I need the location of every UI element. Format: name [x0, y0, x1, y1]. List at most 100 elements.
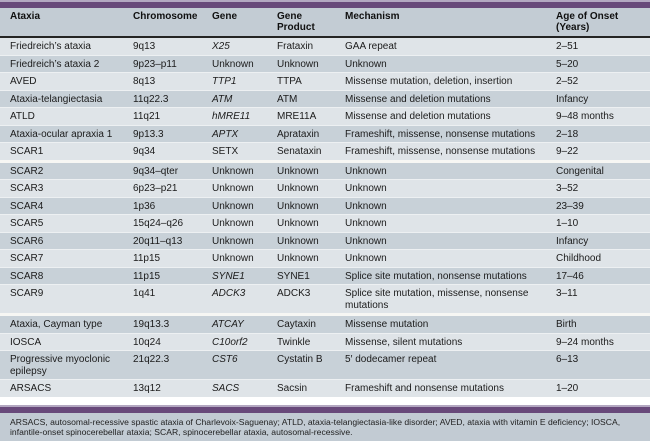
cell-mechanism: Unknown [345, 54, 556, 73]
cell-chromosome: 1p36 [133, 196, 212, 215]
table-row: SCAR3 6p23–p21 Unknown Unknown Unknown 3… [0, 179, 650, 197]
column-header-gene: Gene [212, 8, 277, 38]
cell-age-of-onset: 6–13 [556, 350, 650, 380]
table-row: Friedreich’s ataxia 2 9p23–p11 Unknown U… [0, 54, 650, 73]
cell-ataxia: SCAR1 [0, 142, 133, 161]
cell-ataxia: Progressive myoclonic epilepsy [0, 350, 133, 380]
cell-age-of-onset: 9–22 [556, 142, 650, 161]
cell-gene: Unknown [212, 214, 277, 232]
table-header: Ataxia Chromosome Gene Gene Product Mech… [0, 8, 650, 38]
cell-age-of-onset: Congenital [556, 159, 650, 180]
cell-mechanism: Missense mutation [345, 313, 556, 333]
cell-gene-product: MRE11A [277, 107, 345, 125]
cell-ataxia: Ataxia, Cayman type [0, 313, 133, 333]
cell-age-of-onset: 17–46 [556, 266, 650, 285]
cell-mechanism: GAA repeat [345, 37, 556, 55]
cell-gene: Unknown [212, 179, 277, 197]
cell-chromosome: 9q34 [133, 142, 212, 161]
cell-gene: hMRE11 [212, 107, 277, 125]
cell-gene-product: Unknown [277, 54, 345, 73]
cell-mechanism: Unknown [345, 159, 556, 180]
cell-chromosome: 11q22.3 [133, 89, 212, 108]
cell-gene-product: SYNE1 [277, 266, 345, 285]
cell-age-of-onset: 3–52 [556, 179, 650, 197]
cell-chromosome: 11q21 [133, 107, 212, 125]
cell-chromosome: 10q24 [133, 332, 212, 351]
cell-age-of-onset: 2–52 [556, 72, 650, 90]
cell-gene-product: Aprataxin [277, 124, 345, 143]
cell-gene-product: Twinkle [277, 332, 345, 351]
table-row: AVED 8q13 TTP1 TTPA Missense mutation, d… [0, 72, 650, 90]
cell-ataxia: AVED [0, 72, 133, 90]
cell-age-of-onset: Infancy [556, 89, 650, 108]
cell-gene: TTP1 [212, 72, 277, 90]
footnote: ARSACS, autosomal-recessive spastic atax… [10, 417, 621, 437]
cell-gene-product: Caytaxin [277, 313, 345, 333]
cell-age-of-onset: Birth [556, 313, 650, 333]
cell-chromosome: 1q41 [133, 284, 212, 315]
cell-age-of-onset: 23–39 [556, 196, 650, 215]
table-row: Ataxia-ocular apraxia 1 9p13.3 APTX Apra… [0, 124, 650, 143]
column-header-gene-product: Gene Product [277, 8, 345, 38]
footnote-area: ARSACS, autosomal-recessive spastic atax… [0, 413, 650, 441]
cell-gene: SACS [212, 379, 277, 397]
cell-ataxia: SCAR9 [0, 284, 133, 315]
cell-gene: Unknown [212, 231, 277, 250]
cell-chromosome: 13q12 [133, 379, 212, 397]
cell-ataxia: SCAR5 [0, 214, 133, 232]
cell-chromosome: 15q24–q26 [133, 214, 212, 232]
cell-age-of-onset: 9–48 months [556, 107, 650, 125]
cell-ataxia: Friedreich’s ataxia 2 [0, 54, 133, 73]
cell-age-of-onset: 3–11 [556, 284, 650, 315]
cell-gene-product: Cystatin B [277, 350, 345, 380]
cell-gene-product: Unknown [277, 249, 345, 267]
cell-mechanism: Splice site mutation, nonsense mutations [345, 266, 556, 285]
cell-chromosome: 6p23–p21 [133, 179, 212, 197]
cell-gene: Unknown [212, 159, 277, 180]
cell-chromosome: 11p15 [133, 249, 212, 267]
table-row: Ataxia, Cayman type 19q13.3 ATCAY Caytax… [0, 313, 650, 333]
table-row: SCAR4 1p36 Unknown Unknown Unknown 23–39 [0, 196, 650, 215]
cell-mechanism: Frameshift, missense, nonsense mutations [345, 124, 556, 143]
bottom-accent-bar [0, 405, 650, 413]
cell-gene-product: Unknown [277, 231, 345, 250]
header-row: Ataxia Chromosome Gene Gene Product Mech… [0, 8, 650, 38]
cell-ataxia: Ataxia-ocular apraxia 1 [0, 124, 133, 143]
cell-age-of-onset: 9–24 months [556, 332, 650, 351]
column-header-mechanism: Mechanism [345, 8, 556, 38]
cell-gene: ATCAY [212, 313, 277, 333]
cell-mechanism: Unknown [345, 231, 556, 250]
table-row: SCAR6 20q11–q13 Unknown Unknown Unknown … [0, 231, 650, 250]
cell-gene-product: ADCK3 [277, 284, 345, 315]
cell-gene: APTX [212, 124, 277, 143]
footer-section: ARSACS, autosomal-recessive spastic atax… [0, 405, 650, 441]
cell-chromosome: 9p23–p11 [133, 54, 212, 73]
cell-age-of-onset: 5–20 [556, 54, 650, 73]
cell-gene: Unknown [212, 54, 277, 73]
cell-chromosome: 21q22.3 [133, 350, 212, 380]
cell-age-of-onset: 1–10 [556, 214, 650, 232]
cell-gene: Unknown [212, 196, 277, 215]
top-accent-bar [0, 0, 650, 8]
cell-chromosome: 20q11–q13 [133, 231, 212, 250]
cell-mechanism: Missense and deletion mutations [345, 107, 556, 125]
column-header-chromosome: Chromosome [133, 8, 212, 38]
table-row: Friedreich’s ataxia 9q13 X25 Frataxin GA… [0, 37, 650, 55]
cell-mechanism: 5′ dodecamer repeat [345, 350, 556, 380]
cell-mechanism: Missense mutation, deletion, insertion [345, 72, 556, 90]
cell-age-of-onset: 2–51 [556, 37, 650, 55]
cell-gene-product: Sacsin [277, 379, 345, 397]
cell-gene: C10orf2 [212, 332, 277, 351]
column-header-ataxia: Ataxia [0, 8, 133, 38]
table-row: Progressive myoclonic epilepsy 21q22.3 C… [0, 350, 650, 380]
cell-gene-product: Unknown [277, 196, 345, 215]
cell-gene-product: Senataxin [277, 142, 345, 161]
cell-ataxia: Friedreich’s ataxia [0, 37, 133, 55]
cell-gene: Unknown [212, 249, 277, 267]
cell-gene-product: TTPA [277, 72, 345, 90]
cell-gene-product: Unknown [277, 214, 345, 232]
cell-gene-product: ATM [277, 89, 345, 108]
table-row: SCAR8 11p15 SYNE1 SYNE1 Splice site muta… [0, 266, 650, 285]
cell-mechanism: Splice site mutation, missense, nonsense… [345, 284, 556, 315]
